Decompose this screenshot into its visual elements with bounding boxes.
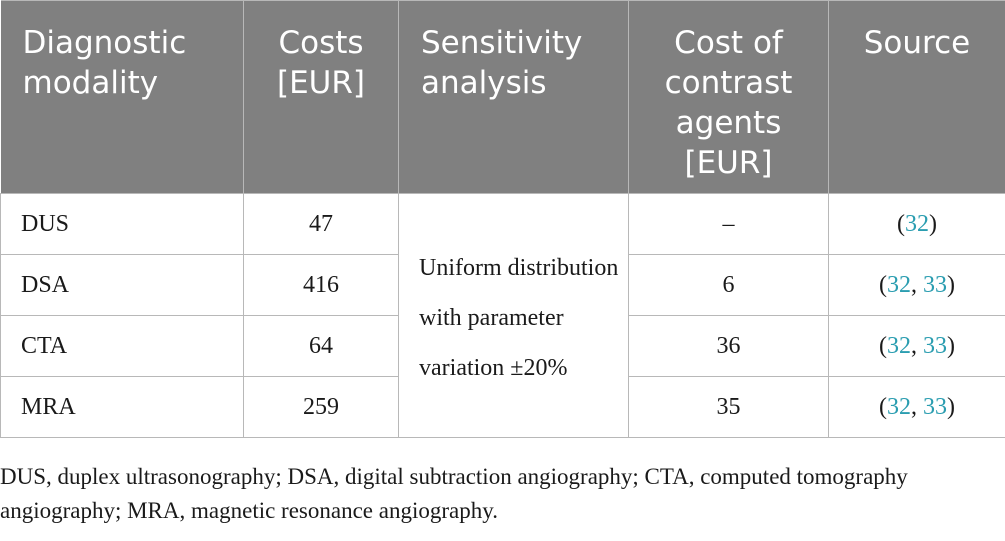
source-separator: , [911, 271, 923, 298]
cell-source: (32, 33) [828, 376, 1005, 438]
header-sensitivity-analysis: Sensitivity analysis [398, 0, 629, 194]
cell-modality: DUS [0, 193, 244, 255]
source-paren-close: ) [929, 210, 937, 237]
header-source: Source [828, 0, 1005, 194]
source-paren-open: ( [879, 271, 887, 298]
source-paren-close: ) [947, 332, 955, 359]
cost-table: Diagnostic modality Costs [EUR] Sensitiv… [0, 0, 1005, 438]
cell-cost: 64 [243, 315, 399, 377]
reference-link[interactable]: 33 [923, 393, 947, 420]
cell-contrast-cost: 35 [628, 376, 829, 438]
cell-contrast-cost: 6 [628, 254, 829, 316]
reference-link[interactable]: 32 [905, 210, 929, 237]
cell-modality: CTA [0, 315, 244, 377]
cell-contrast-cost: – [628, 193, 829, 255]
cell-contrast-cost: 36 [628, 315, 829, 377]
cell-source: (32, 33) [828, 315, 1005, 377]
source-paren-open: ( [879, 332, 887, 359]
source-paren-close: ) [947, 271, 955, 298]
header-diagnostic-modality: Diagnostic modality [0, 0, 244, 194]
reference-link[interactable]: 32 [887, 393, 911, 420]
source-paren-close: ) [947, 393, 955, 420]
cell-modality: MRA [0, 376, 244, 438]
table-row: CTA 64 36 (32, 33) [0, 315, 1005, 377]
cell-cost: 47 [243, 193, 399, 255]
reference-link[interactable]: 32 [887, 271, 911, 298]
header-costs: Costs [EUR] [243, 0, 399, 194]
cell-sensitivity-analysis: Uniform distribution with parameter vari… [398, 193, 629, 438]
cost-table-container: Diagnostic modality Costs [EUR] Sensitiv… [0, 0, 1005, 438]
cell-modality: DSA [0, 254, 244, 316]
table-header-row: Diagnostic modality Costs [EUR] Sensitiv… [0, 0, 1005, 194]
cell-source: (32) [828, 193, 1005, 255]
source-separator: , [911, 393, 923, 420]
source-paren-open: ( [879, 393, 887, 420]
table-row: DUS 47 Uniform distribution with paramet… [0, 193, 1005, 438]
reference-link[interactable]: 33 [923, 271, 947, 298]
source-separator: , [911, 332, 923, 359]
cell-cost: 416 [243, 254, 399, 316]
table-caption: DUS, duplex ultrasonography; DSA, digita… [0, 464, 908, 523]
source-paren-open: ( [897, 210, 905, 237]
cell-source: (32, 33) [828, 254, 1005, 316]
cell-cost: 259 [243, 376, 399, 438]
table-row: MRA 259 35 (32, 33) [0, 376, 1005, 438]
reference-link[interactable]: 32 [887, 332, 911, 359]
header-contrast-cost: Cost of contrast agents [EUR] [628, 0, 829, 194]
table-row: DSA 416 6 (32, 33) [0, 254, 1005, 316]
reference-link[interactable]: 33 [923, 332, 947, 359]
